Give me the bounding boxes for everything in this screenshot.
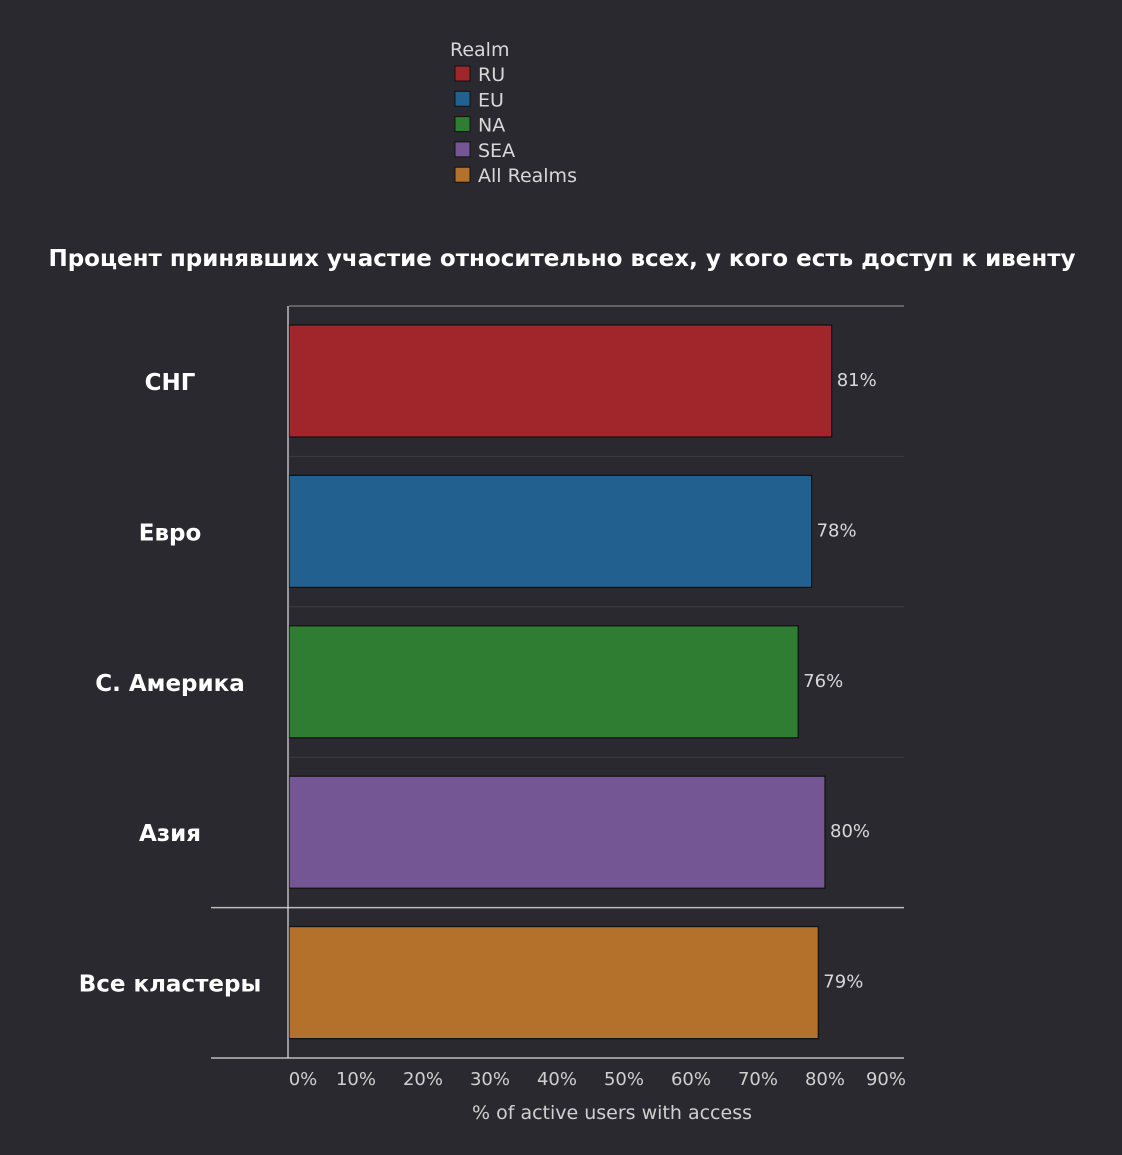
chart-title: Процент принявших участие относительно в… [48, 246, 1075, 272]
category-label: СНГ [145, 370, 196, 396]
x-tick-label: 60% [671, 1069, 711, 1090]
x-tick-label: 50% [604, 1069, 644, 1090]
bar-2 [288, 625, 799, 739]
category-label: Азия [139, 821, 201, 847]
legend-swatch-1 [454, 90, 471, 107]
value-label: 80% [830, 821, 870, 842]
x-axis-label: % of active users with access [472, 1102, 752, 1124]
legend-swatch-4 [454, 166, 471, 183]
value-label: 81% [837, 370, 877, 391]
legend-label: All Realms [478, 165, 577, 187]
bar-1 [288, 474, 813, 588]
legend-label: SEA [478, 140, 515, 162]
x-tick-label: 90% [866, 1069, 906, 1090]
x-tick-label: 40% [537, 1069, 577, 1090]
bar-3 [288, 775, 826, 889]
category-label: Все кластеры [79, 972, 262, 998]
x-tick-label: 0% [289, 1069, 318, 1090]
value-label: 79% [823, 972, 863, 993]
legend-swatch-3 [454, 141, 471, 158]
legend-title: Realm [450, 39, 509, 61]
bar-0 [288, 324, 833, 438]
category-label: С. Америка [95, 671, 245, 697]
x-tick-label: 30% [470, 1069, 510, 1090]
category-label: Евро [139, 520, 202, 546]
bar-4 [288, 925, 819, 1040]
value-label: 76% [803, 671, 843, 692]
legend-swatch-2 [454, 116, 471, 133]
x-tick-label: 80% [805, 1069, 845, 1090]
legend-label: RU [478, 64, 505, 86]
x-tick-label: 10% [336, 1069, 376, 1090]
legend-label: NA [478, 115, 505, 137]
x-tick-label: 20% [403, 1069, 443, 1090]
value-label: 78% [817, 520, 857, 541]
legend-swatch-0 [454, 65, 471, 82]
legend: Realm RU EU NA SEA All Realms [450, 39, 577, 187]
x-tick-label: 70% [738, 1069, 778, 1090]
legend-label: EU [478, 89, 504, 111]
